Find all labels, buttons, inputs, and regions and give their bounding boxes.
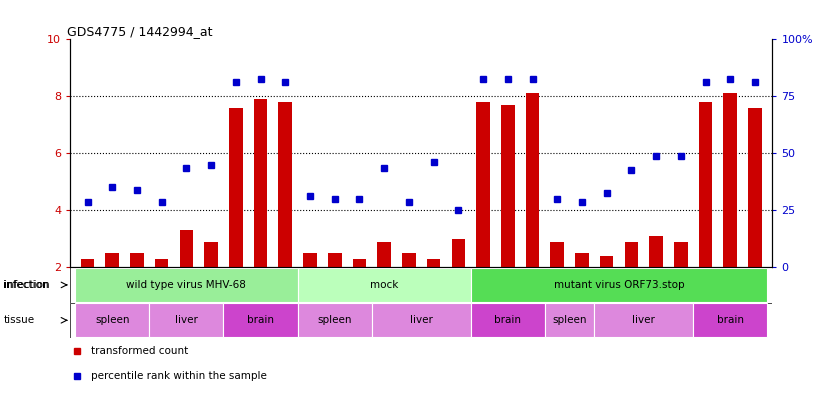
Text: GDS4775 / 1442994_at: GDS4775 / 1442994_at [67,25,212,38]
Bar [427,259,440,267]
Bar [693,303,767,337]
Bar [545,303,595,337]
Text: liver: liver [633,315,655,325]
Bar [624,242,638,267]
Bar [452,239,465,267]
Bar [748,108,762,267]
Text: tissue: tissue [3,315,35,325]
Bar [328,253,341,267]
Bar [501,105,515,267]
Bar [106,253,119,267]
Text: mutant virus ORF73.stop: mutant virus ORF73.stop [553,280,685,290]
Bar [471,268,767,302]
Bar [150,303,224,337]
Bar [674,242,687,267]
Bar [600,256,614,267]
Bar [131,253,144,267]
Text: transformed count: transformed count [92,346,188,356]
Bar [595,303,693,337]
Text: liver: liver [175,315,198,325]
Bar [550,242,564,267]
Text: liver: liver [410,315,433,325]
Bar [75,268,297,302]
Bar [155,259,169,267]
Text: percentile rank within the sample: percentile rank within the sample [92,371,267,381]
Bar [179,230,193,267]
Bar [699,102,712,267]
Bar [229,108,243,267]
Bar [224,303,297,337]
Text: wild type virus MHV-68: wild type virus MHV-68 [126,280,246,290]
Bar [377,242,391,267]
Text: brain: brain [247,315,274,325]
Bar [303,253,317,267]
Text: spleen: spleen [553,315,586,325]
Bar [297,303,372,337]
Text: brain: brain [494,315,521,325]
Text: mock: mock [370,280,398,290]
Text: brain: brain [717,315,743,325]
Bar [75,303,150,337]
Bar [353,259,366,267]
Bar [575,253,589,267]
Bar [297,268,471,302]
Bar [81,259,94,267]
Bar [402,253,415,267]
Bar [372,303,471,337]
Bar [525,94,539,267]
Text: infection: infection [4,280,50,290]
Bar [471,303,545,337]
Bar [278,102,292,267]
Text: spleen: spleen [95,315,130,325]
Bar [649,236,663,267]
Bar [477,102,490,267]
Bar [204,242,218,267]
Text: infection: infection [3,280,49,290]
Bar [724,94,737,267]
Text: spleen: spleen [317,315,352,325]
Bar [254,99,268,267]
